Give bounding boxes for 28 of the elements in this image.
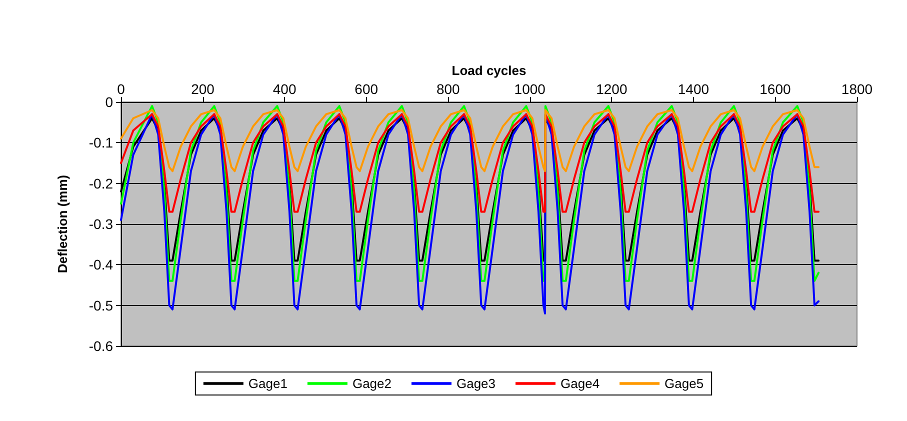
x-axis-title: Load cycles: [452, 63, 526, 78]
legend-label: Gage1: [248, 376, 288, 391]
y-tick-label: -0.4: [88, 256, 114, 273]
x-tick-label: 1400: [678, 81, 710, 97]
line-series: [120, 113, 820, 314]
x-tick-label: 400: [272, 81, 296, 97]
x-tick-label: 1800: [841, 81, 873, 97]
x-tick-label: 600: [354, 81, 378, 97]
y-tick-label: 0: [105, 94, 114, 110]
line-series: [120, 113, 820, 213]
legend-label: Gage4: [560, 376, 600, 391]
legend-label: Gage2: [352, 376, 392, 391]
y-tick-label: -0.5: [88, 297, 114, 314]
y-tick-label: -0.2: [88, 175, 114, 192]
x-tick-label: 0: [117, 81, 126, 97]
x-tick-label: 200: [191, 81, 215, 97]
legend-label: Gage5: [664, 376, 704, 391]
legend-label: Gage3: [456, 376, 496, 391]
y-tick-label: -0.6: [88, 338, 114, 354]
line-series: [120, 105, 820, 282]
y-axis-title: Deflection (mm): [55, 174, 70, 274]
x-tick-label: 800: [436, 81, 460, 97]
y-tick-label: -0.3: [88, 216, 114, 232]
x-tick-label: 1200: [596, 81, 628, 97]
x-tick-label: 1600: [760, 81, 792, 97]
line-series: [120, 109, 820, 172]
y-tick-label: -0.1: [88, 134, 114, 151]
x-tick-label: 1000: [514, 81, 546, 97]
